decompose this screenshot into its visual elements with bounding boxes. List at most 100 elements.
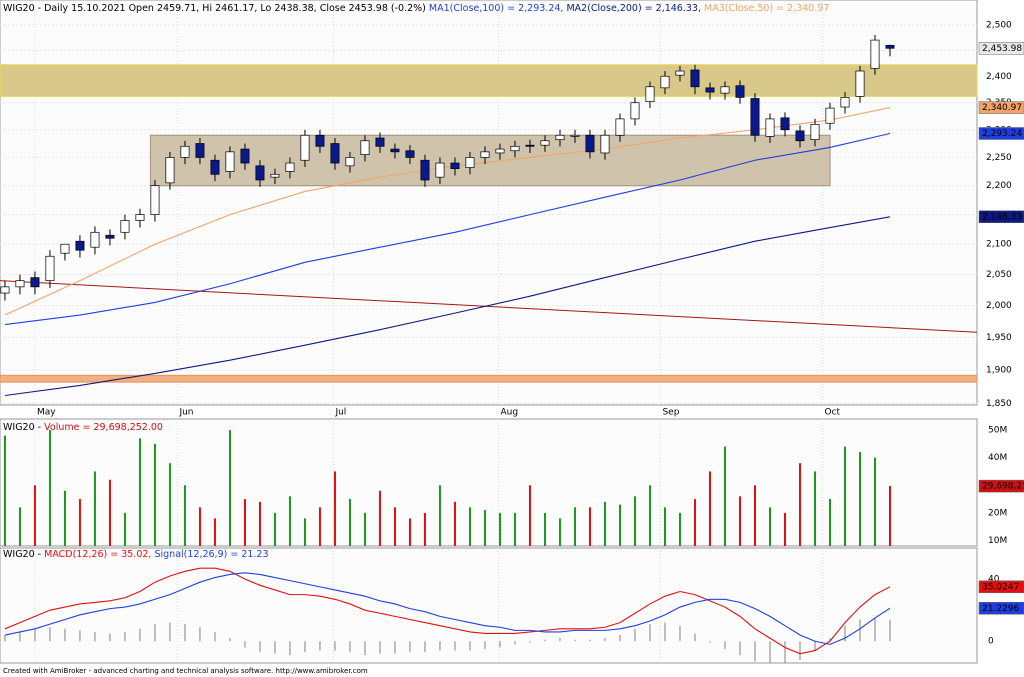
volume-bar <box>258 501 261 546</box>
volume-bar <box>363 512 366 546</box>
y-tick-label: 40M <box>988 453 1007 463</box>
value-tag-label: 2,453.98 <box>982 44 1022 54</box>
volume-bar <box>753 485 756 546</box>
value-tag <box>978 602 1024 615</box>
volume-bar <box>303 518 306 546</box>
candle-body <box>495 148 505 154</box>
candle-body <box>720 86 730 94</box>
candle-body <box>840 97 850 108</box>
candle-body <box>225 151 235 172</box>
zone <box>149 134 831 187</box>
volume-bar <box>663 507 666 546</box>
volume-bar <box>48 430 51 546</box>
trendline <box>0 280 978 333</box>
y-tick-label: 1,900 <box>986 366 1012 376</box>
volume-bar <box>723 446 726 546</box>
candle-body <box>615 118 625 136</box>
candle-body <box>555 134 565 141</box>
volume-bar <box>153 443 156 546</box>
candle-body <box>15 280 25 288</box>
volume-bar <box>573 507 576 546</box>
value-tag <box>978 101 1024 114</box>
volume-bar <box>828 499 831 546</box>
candle-body <box>570 134 580 137</box>
volume-bar <box>483 510 486 546</box>
volume-bar <box>3 435 6 546</box>
candle-body <box>45 255 55 282</box>
volume-bar <box>603 501 606 546</box>
y-tick-label: 20M <box>988 508 1007 518</box>
volume-bar <box>348 499 351 546</box>
candle-body <box>240 148 250 164</box>
candle-body <box>705 87 715 93</box>
candle-body <box>375 137 385 147</box>
price-header: WIG20 - Daily 15.10.2021 Open 2459.71, H… <box>3 3 829 14</box>
volume-bar <box>768 507 771 546</box>
moving-average <box>4 132 891 326</box>
volume-bar <box>453 501 456 546</box>
y-tick-label: 2,500 <box>986 20 1012 30</box>
candle-body <box>135 214 145 221</box>
candle-body <box>585 134 595 153</box>
candle-body <box>435 162 445 178</box>
volume-bar <box>78 499 81 546</box>
volume-bar <box>243 499 246 546</box>
moving-average <box>4 216 891 397</box>
volume-bar <box>228 430 231 546</box>
candle-body <box>795 130 805 142</box>
y-tick-label: 10M <box>988 536 1007 546</box>
candle-body <box>150 185 160 215</box>
candle-body <box>30 277 40 288</box>
macd-header: WIG20 - MACD(12,26) = 35.02, Signal(12,2… <box>3 549 269 560</box>
candle-body <box>690 69 700 88</box>
y-tick-label: 1,850 <box>986 399 1012 409</box>
volume-bar <box>123 512 126 546</box>
value-tag <box>978 210 1024 224</box>
volume-bar <box>873 457 876 546</box>
candle-body <box>360 140 370 155</box>
candle-body <box>255 165 265 181</box>
volume-bar <box>558 518 561 546</box>
volume-bar <box>438 485 441 546</box>
volume-title: WIG20 - <box>3 422 44 433</box>
volume-bar <box>213 518 216 546</box>
candle-body <box>480 151 490 158</box>
value-tag <box>978 127 1024 140</box>
y-tick-label: 0 <box>988 637 994 647</box>
volume-bar <box>183 485 186 546</box>
x-tick-label: Aug <box>500 408 518 418</box>
candle-body <box>60 243 70 254</box>
volume-bar <box>693 499 696 546</box>
volume-bar <box>843 446 846 546</box>
candle-body <box>300 134 310 161</box>
value-tag-label: 21.2296 <box>982 604 1019 614</box>
y-tick-label: 2,200 <box>986 181 1012 191</box>
candle-body <box>105 234 115 239</box>
candle-body <box>210 159 220 175</box>
value-tag-label: 2,146.33 <box>982 212 1022 222</box>
volume-bar <box>18 507 21 546</box>
candle-body <box>195 143 205 158</box>
volume-bar <box>528 485 531 546</box>
candle-body <box>315 134 325 147</box>
volume-bar <box>468 507 471 546</box>
candle-body <box>825 107 835 124</box>
volume-bar <box>108 479 111 546</box>
x-tick-label: Sep <box>662 408 679 418</box>
candle-body <box>0 286 10 294</box>
volume-bar <box>633 496 636 546</box>
volume-bar <box>378 490 381 546</box>
value-tag-label: 35.0247 <box>982 582 1019 592</box>
volume-bar <box>273 512 276 546</box>
candle-body <box>75 240 85 251</box>
candle-body <box>165 157 175 184</box>
candle-body <box>600 134 610 154</box>
macd-panel <box>0 547 978 664</box>
candle-body <box>810 123 820 141</box>
legend-entry: MA3(Close,50) = 2,340.97 <box>704 3 829 14</box>
volume-bar <box>783 512 786 546</box>
y-tick-label: 2,250 <box>986 153 1012 163</box>
x-tick-label: Jul <box>334 408 346 418</box>
macd-title: WIG20 - <box>3 549 44 560</box>
volume-bar <box>333 471 336 546</box>
